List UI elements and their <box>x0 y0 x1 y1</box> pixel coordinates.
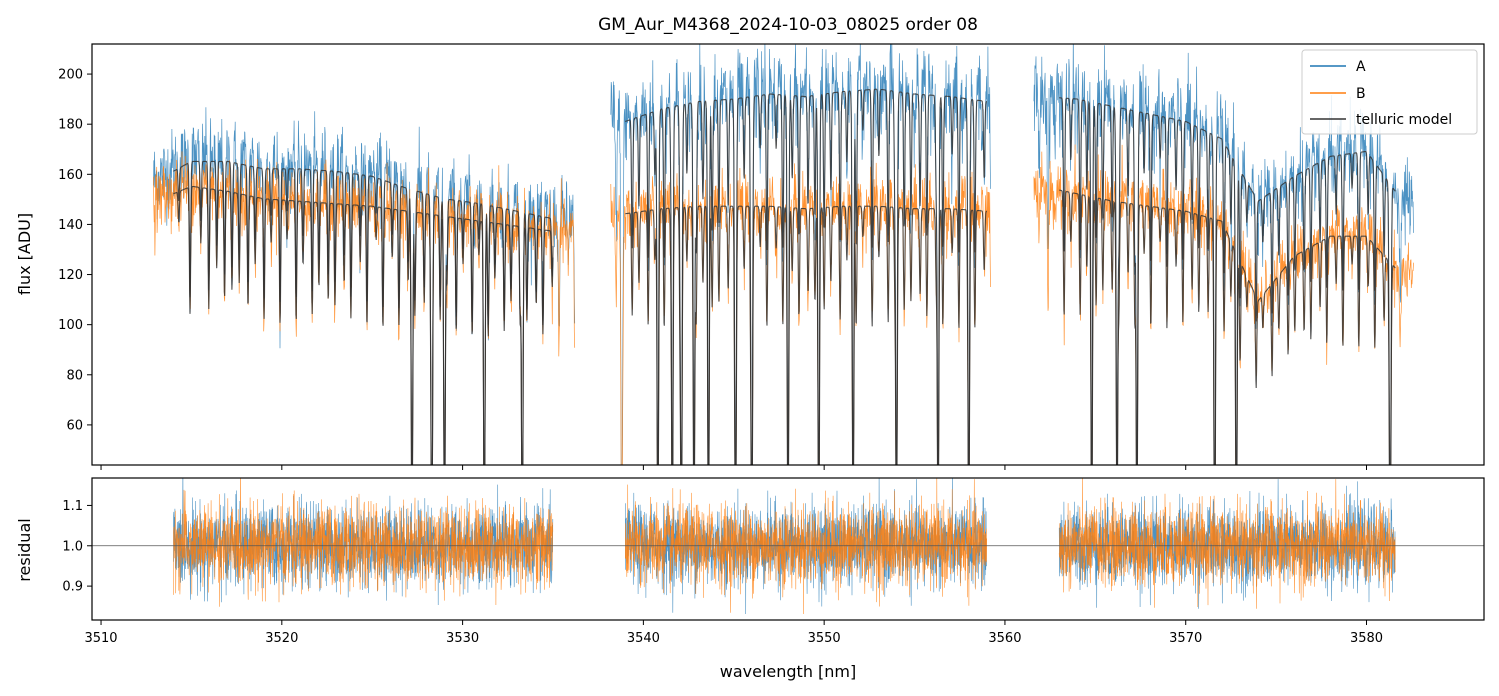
residual-b-segment-2 <box>625 478 987 615</box>
residual-x-tick-label: 3510 <box>84 631 117 646</box>
legend-label-a: A <box>1356 59 1366 75</box>
residual-y-axis-label: residual <box>15 518 34 581</box>
flux-plot-area <box>153 44 1414 465</box>
residual-axes-frame <box>91 477 1485 621</box>
telluric-model-order-3-b <box>1059 189 1396 465</box>
flux-y-ticks: 60 80 100 120 140 160 180 200 <box>58 68 92 433</box>
residual-x-tick-label: 3580 <box>1350 631 1383 646</box>
legend-label-b: B <box>1356 86 1366 102</box>
residual-a-segment-2 <box>625 478 987 615</box>
flux-y-tick-label: 120 <box>58 268 83 283</box>
residual-x-tick-label: 3530 <box>446 631 479 646</box>
legend: A B telluric model <box>1301 49 1478 135</box>
chart-title: GM_Aur_M4368_2024-10-03_08025 order 08 <box>598 15 978 35</box>
residual-plot-area <box>92 478 1484 615</box>
flux-y-tick-label: 60 <box>66 418 83 433</box>
residual-x-tick-label: 3520 <box>265 631 298 646</box>
flux-y-tick-label: 160 <box>58 168 83 183</box>
telluric-model-order-2-a <box>624 88 988 465</box>
residual-y-ticks: 0.9 1.0 1.1 <box>62 499 92 595</box>
legend-label-telluric: telluric model <box>1356 112 1452 128</box>
flux-y-tick-label: 100 <box>58 318 83 333</box>
flux-y-tick-label: 200 <box>58 68 83 83</box>
flux-y-tick-label: 180 <box>58 118 83 133</box>
flux-axes-frame <box>91 43 1485 466</box>
residual-y-tick-label: 1.1 <box>62 499 83 514</box>
spectrum-a-segment-1 <box>153 107 576 465</box>
residual-b-segment-3 <box>1058 478 1396 609</box>
residual-x-ticks: 3510 3520 3530 3540 3550 3560 3570 3580 <box>84 620 1383 646</box>
flux-y-tick-label: 140 <box>58 218 83 233</box>
x-axis-label: wavelength [nm] <box>720 662 857 681</box>
telluric-model-order-2-b <box>625 205 988 465</box>
residual-b-segment-1 <box>173 478 554 607</box>
flux-y-axis-label: flux [ADU] <box>15 213 34 295</box>
residual-x-tick-label: 3570 <box>1169 631 1202 646</box>
residual-x-tick-label: 3560 <box>988 631 1021 646</box>
flux-x-ticks <box>100 465 1367 470</box>
residual-y-tick-label: 1.0 <box>62 539 83 554</box>
residual-y-tick-label: 0.9 <box>62 580 83 595</box>
telluric-model-order-1-b <box>173 185 554 465</box>
residual-x-tick-label: 3540 <box>627 631 660 646</box>
residual-x-tick-label: 3550 <box>808 631 841 646</box>
telluric-model-order-1-a <box>173 160 554 465</box>
flux-y-tick-label: 80 <box>66 368 83 383</box>
telluric-model-order-3-a <box>1059 97 1396 465</box>
legend-frame <box>1301 49 1478 135</box>
